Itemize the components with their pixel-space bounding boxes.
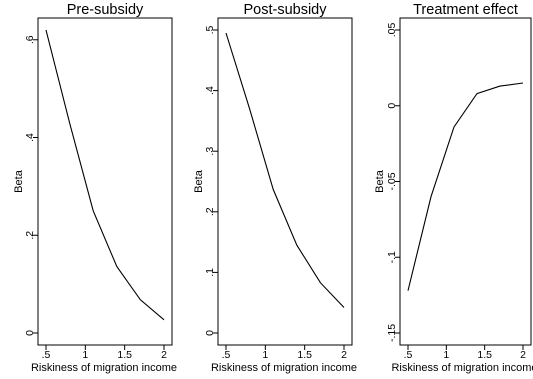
panel-pre-subsidy: Pre-subsidy Riskiness of migration incom…: [13, 2, 177, 374]
y-tick-label: .3: [204, 147, 216, 156]
x-tick-label: 2: [341, 349, 347, 361]
y-axis-label: Beta: [374, 169, 386, 193]
y-tick-label: .4: [204, 86, 216, 95]
y-tick-label: -.15: [386, 324, 398, 342]
panel-title: Post-subsidy: [243, 2, 327, 18]
x-axis-label: Riskiness of migration income: [211, 362, 357, 374]
x-tick-label: .5: [42, 349, 51, 361]
y-axis-label: Beta: [193, 169, 205, 193]
plot-frame: [217, 17, 353, 346]
panel-post-subsidy: Post-subsidy Riskiness of migration inco…: [193, 2, 357, 374]
panel-title: Pre-subsidy: [67, 2, 144, 18]
x-tick-label: 1.5: [117, 349, 132, 361]
y-tick-label: 0: [24, 330, 36, 336]
x-axis-label: Riskiness of migration income: [391, 362, 533, 374]
x-tick-label: 1: [262, 349, 268, 361]
plot-frame: [399, 17, 532, 346]
x-tick-label: 2: [520, 349, 526, 361]
y-tick-label: .5: [204, 25, 216, 34]
y-tick-label: .1: [204, 268, 216, 277]
x-tick-label: 1: [82, 349, 88, 361]
y-tick-label: .6: [24, 35, 36, 44]
x-tick-label: 1.5: [477, 349, 492, 361]
x-tick-label: 1.5: [297, 349, 312, 361]
y-tick-label: .2: [204, 207, 216, 216]
y-tick-label: .4: [24, 133, 36, 142]
x-tick-label: .5: [404, 349, 413, 361]
panel-title: Treatment effect: [413, 2, 518, 18]
y-tick-label: -.05: [386, 172, 398, 190]
series-line: [45, 29, 165, 321]
y-axis-label: Beta: [13, 169, 25, 193]
y-tick-label: -.1: [386, 251, 398, 263]
y-tick-label: .2: [24, 231, 36, 240]
y-tick-label: 0: [204, 330, 216, 336]
x-tick-label: 1: [443, 349, 449, 361]
series-line: [225, 32, 345, 308]
plot-frame: [37, 17, 173, 346]
x-tick-label: 2: [161, 349, 167, 361]
panel-treatment-effect: Treatment effect Riskiness of migration …: [374, 2, 533, 374]
x-axis-label: Riskiness of migration income: [31, 362, 177, 374]
y-tick-label: 0: [386, 103, 398, 109]
x-tick-label: .5: [222, 349, 231, 361]
y-tick-label: .05: [386, 23, 398, 38]
series-line: [407, 82, 524, 291]
